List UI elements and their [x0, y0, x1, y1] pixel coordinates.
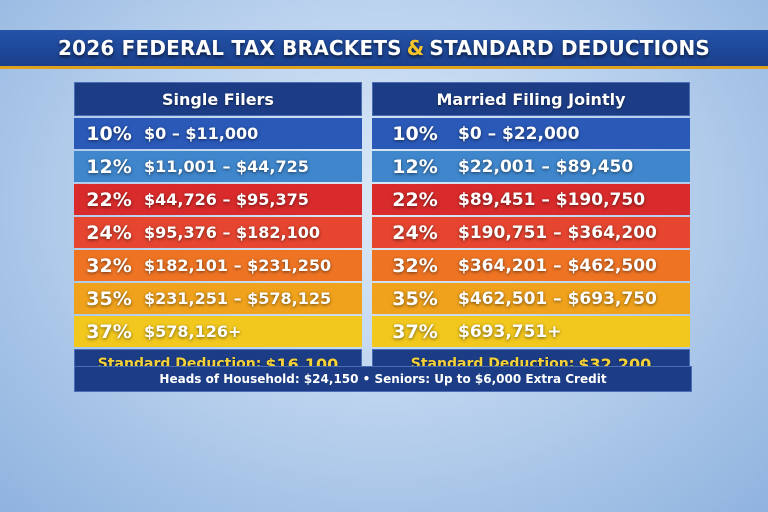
bracket-range: $182,101 – $231,250 [144, 256, 332, 275]
bracket-rate: 37% [392, 320, 438, 343]
bracket-rate: 24% [86, 221, 132, 244]
bracket-rate: 35% [392, 287, 438, 310]
bracket-row: 10% $0 – $22,000 [372, 118, 690, 149]
bracket-rate: 35% [86, 287, 132, 310]
title-bar: 2026 FEDERAL TAX BRACKETS & STANDARD DED… [0, 30, 768, 69]
bracket-rate: 12% [392, 155, 438, 178]
bracket-row: 24% $95,376 – $182,100 [74, 217, 362, 248]
bracket-row: 12% $11,001 – $44,725 [74, 151, 362, 182]
bracket-range: $578,126+ [144, 322, 242, 341]
bracket-range: $89,451 – $190,750 [458, 189, 646, 210]
bracket-range: $364,201 – $462,500 [458, 255, 657, 276]
footer-note: Heads of Household: $24,150 • Seniors: U… [74, 366, 692, 392]
bracket-range: $0 – $11,000 [144, 124, 259, 143]
bracket-rate: 22% [86, 188, 132, 211]
bracket-range: $95,376 – $182,100 [144, 223, 321, 242]
bracket-row: 37% $693,751+ [372, 316, 690, 347]
bracket-range: $231,251 – $578,125 [144, 289, 332, 308]
bracket-rate: 12% [86, 155, 132, 178]
title-part-2: STANDARD DEDUCTIONS [429, 36, 710, 60]
panel-header: Married Filing Jointly [372, 82, 690, 116]
married-filing-jointly-panel: Married Filing Jointly 10% $0 – $22,000 12… [372, 82, 690, 379]
bracket-rate: 37% [86, 320, 132, 343]
bracket-rate: 32% [86, 254, 132, 277]
bracket-rate: 32% [392, 254, 438, 277]
bracket-rate: 10% [392, 122, 438, 145]
single-filers-panel: Single Filers 10% $0 – $11,000 12% $11,001 … [74, 82, 362, 379]
bracket-row: 22% $44,726 – $95,375 [74, 184, 362, 215]
bracket-row: 22% $89,451 – $190,750 [372, 184, 690, 215]
bracket-rows: 10% $0 – $22,000 12% $22,001 – $89,450 22% $8… [372, 118, 690, 347]
bracket-range: $11,001 – $44,725 [144, 157, 309, 176]
bracket-row: 10% $0 – $11,000 [74, 118, 362, 149]
bracket-row: 12% $22,001 – $89,450 [372, 151, 690, 182]
bracket-row: 35% $231,251 – $578,125 [74, 283, 362, 314]
bracket-range: $462,501 – $693,750 [458, 288, 657, 309]
bracket-row: 32% $182,101 – $231,250 [74, 250, 362, 281]
bracket-rate: 22% [392, 188, 438, 211]
bracket-row: 32% $364,201 – $462,500 [372, 250, 690, 281]
bracket-range: $44,726 – $95,375 [144, 190, 309, 209]
bracket-range: $22,001 – $89,450 [458, 156, 634, 177]
bracket-rate: 24% [392, 221, 438, 244]
title-ampersand: & [406, 36, 425, 60]
bracket-rate: 10% [86, 122, 132, 145]
bracket-row: 35% $462,501 – $693,750 [372, 283, 690, 314]
title-part-1: 2026 FEDERAL TAX BRACKETS [58, 36, 402, 60]
bracket-row: 24% $190,751 – $364,200 [372, 217, 690, 248]
bracket-rows: 10% $0 – $11,000 12% $11,001 – $44,725 22% $4… [74, 118, 362, 347]
bracket-range: $693,751+ [458, 321, 562, 342]
bracket-range: $190,751 – $364,200 [458, 222, 657, 243]
panel-header: Single Filers [74, 82, 362, 116]
bracket-range: $0 – $22,000 [458, 123, 580, 144]
bracket-row: 37% $578,126+ [74, 316, 362, 347]
